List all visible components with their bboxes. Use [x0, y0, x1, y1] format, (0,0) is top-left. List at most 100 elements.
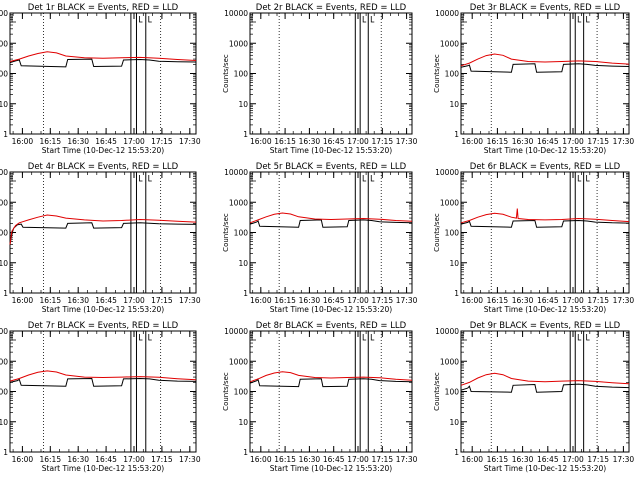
y-tick-label: 10000: [224, 9, 248, 18]
marker-bracket: [251, 334, 256, 341]
y-tick-label: 10: [0, 259, 8, 268]
x-tick-label: 17:00: [347, 137, 369, 146]
plot-frame: [460, 171, 630, 294]
plot-frame: [9, 330, 197, 453]
y-tick-label: 100: [234, 388, 249, 397]
series-line-events: [249, 378, 413, 388]
x-tick-label: 17:00: [562, 296, 584, 305]
x-tick-label: 17:15: [151, 137, 173, 146]
x-tick-label: 17:30: [613, 455, 635, 464]
y-tick-label: 100: [0, 388, 8, 397]
y-tick-label: 100: [445, 70, 460, 79]
x-tick-label: 16:15: [39, 455, 61, 464]
x-tick-label: 17:15: [371, 296, 393, 305]
marker-bracket: [11, 334, 16, 341]
x-tick-label: 17:30: [179, 137, 201, 146]
x-tick-label: 17:15: [151, 296, 173, 305]
marker-bracket: [251, 175, 256, 182]
chart-title: Det 7r BLACK = Events, RED = LLD: [28, 321, 179, 331]
x-axis-label: Start Time (10-Dec-12 15:53:20): [42, 146, 164, 155]
y-tick-label: 1000: [0, 357, 8, 366]
x-tick-label: 17:15: [587, 137, 609, 146]
x-tick-label: 16:15: [487, 137, 509, 146]
x-tick-label: 16:45: [323, 455, 345, 464]
chart-title: Det 2r BLACK = Events, RED = LLD: [256, 3, 407, 13]
x-tick-label: 17:00: [123, 455, 145, 464]
x-tick-label: 16:00: [461, 137, 483, 146]
chart-panel-3: Det 3r BLACK = Events, RED = LLD 1 10 100 10…: [433, 3, 634, 155]
marker-bracket: [148, 175, 152, 182]
y-tick-label: 1: [3, 448, 8, 457]
series-line-lld: [460, 208, 630, 224]
y-tick-label: 10000: [224, 168, 248, 177]
x-tick-label: 16:15: [487, 455, 509, 464]
x-tick-label: 16:45: [537, 455, 559, 464]
plot-frame: [460, 12, 630, 135]
y-tick-label: 1000: [0, 198, 8, 207]
series-line-events: [249, 219, 413, 228]
x-tick-label: 17:30: [179, 296, 201, 305]
y-tick-label: 10000: [435, 9, 459, 18]
y-tick-label: 1000: [229, 198, 248, 207]
chart-panel-8: Det 8r BLACK = Events, RED = LLD 1 10 100 10…: [222, 321, 418, 473]
marker-bracket: [362, 16, 367, 23]
y-axis-label: Counts/sec: [433, 372, 441, 411]
series-line-events: [9, 58, 197, 68]
y-axis-label: Counts/sec: [433, 213, 441, 252]
chart-panel-2: Det 2r BLACK = Events, RED = LLD 1 10 100 10…: [222, 3, 418, 155]
x-axis-label: Start Time (10-Dec-12 15:53:20): [484, 305, 606, 314]
x-tick-label: 17:30: [396, 455, 418, 464]
x-tick-label: 17:00: [123, 137, 145, 146]
x-tick-label: 16:15: [274, 455, 296, 464]
x-tick-label: 16:45: [537, 137, 559, 146]
x-axis-label: Start Time (10-Dec-12 15:53:20): [484, 464, 606, 473]
y-tick-label: 1: [454, 448, 459, 457]
marker-bracket: [577, 334, 582, 341]
y-tick-label: 10: [449, 259, 459, 268]
series-line-lld: [460, 372, 630, 386]
y-tick-label: 1000: [0, 39, 8, 48]
x-tick-label: 16:30: [67, 455, 89, 464]
x-tick-label: 17:00: [347, 296, 369, 305]
y-axis-label: Counts/sec: [433, 54, 441, 93]
x-tick-label: 16:30: [299, 296, 321, 305]
y-tick-label: 1000: [440, 39, 459, 48]
y-tick-label: 1000: [229, 39, 248, 48]
x-tick-label: 16:00: [461, 455, 483, 464]
y-tick-label: 100: [0, 70, 8, 79]
x-tick-label: 16:15: [274, 296, 296, 305]
marker-bracket: [11, 16, 16, 23]
series-line-events: [460, 63, 630, 73]
marker-bracket: [370, 175, 375, 182]
chart-panel-1: Det 1r BLACK = Events, RED = LLD 1 10 100 10…: [0, 3, 201, 155]
series-line-lld: [249, 212, 413, 224]
chart-panel-5: Det 5r BLACK = Events, RED = LLD 1 10 100 10…: [222, 162, 418, 314]
y-axis-label: Counts/sec: [222, 54, 230, 93]
x-tick-label: 17:00: [123, 296, 145, 305]
marker-bracket: [139, 16, 143, 23]
marker-bracket: [251, 16, 256, 23]
x-tick-label: 17:00: [562, 455, 584, 464]
chart-title: Det 6r BLACK = Events, RED = LLD: [470, 162, 621, 172]
marker-bracket: [370, 334, 375, 341]
marker-bracket: [11, 175, 16, 182]
x-tick-label: 16:00: [461, 296, 483, 305]
marker-bracket: [148, 334, 152, 341]
x-tick-label: 17:15: [151, 455, 173, 464]
x-tick-label: 16:00: [250, 296, 272, 305]
x-tick-label: 16:00: [12, 296, 34, 305]
chart-panel-7: Det 7r BLACK = Events, RED = LLD 1 10 100 10…: [0, 321, 201, 473]
y-tick-label: 1: [454, 130, 459, 139]
marker-bracket: [139, 334, 143, 341]
marker-bracket: [139, 175, 143, 182]
x-tick-label: 16:45: [95, 137, 117, 146]
x-tick-label: 17:00: [562, 137, 584, 146]
x-axis-label: Start Time (10-Dec-12 15:53:20): [270, 305, 392, 314]
x-tick-label: 16:45: [95, 296, 117, 305]
chart-title: Det 4r BLACK = Events, RED = LLD: [28, 162, 179, 172]
marker-bracket: [362, 175, 367, 182]
series-line-events: [460, 219, 630, 228]
y-tick-label: 10000: [0, 327, 8, 336]
x-axis-label: Start Time (10-Dec-12 15:53:20): [42, 305, 164, 314]
x-tick-label: 16:45: [323, 137, 345, 146]
